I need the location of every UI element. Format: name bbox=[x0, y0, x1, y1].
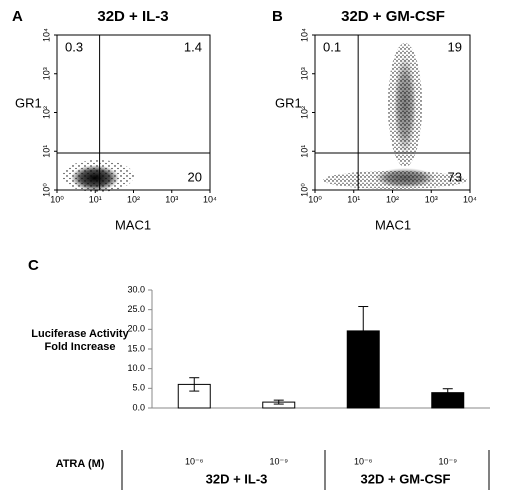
y-tick-label: 25.0 bbox=[127, 304, 145, 314]
x-tick-label: 10³ bbox=[165, 194, 178, 204]
category-label: 10⁻⁹ bbox=[269, 456, 288, 466]
group-label: 32D + GM-CSF bbox=[361, 471, 451, 486]
panel-letter: B bbox=[272, 8, 283, 25]
category-label: 10⁻⁶ bbox=[185, 456, 204, 466]
x-tick-label: 10⁴ bbox=[203, 194, 217, 204]
quadrant-label: 20 bbox=[188, 169, 202, 184]
x-tick-label: 10⁰ bbox=[308, 194, 322, 204]
y-tick-label: 10² bbox=[41, 106, 51, 119]
category-label: 10⁻⁶ bbox=[354, 456, 373, 466]
cloud-b bbox=[323, 43, 467, 189]
y-tick-label: 0.0 bbox=[132, 402, 145, 412]
chart-title: 32D + IL-3 bbox=[97, 8, 168, 25]
x-tick-label: 10⁰ bbox=[50, 194, 64, 204]
panel-letter: A bbox=[12, 8, 23, 25]
y-tick-label: 10⁰ bbox=[299, 183, 309, 197]
quadrant-label: 19 bbox=[448, 39, 462, 54]
quadrant-label: 73 bbox=[448, 169, 462, 184]
x-tick-label: 10³ bbox=[425, 194, 438, 204]
y-tick-label: 10⁰ bbox=[41, 183, 51, 197]
cloud-a bbox=[62, 160, 134, 192]
x-axis-label: MAC1 bbox=[115, 217, 151, 232]
y-axis-label: GR1 bbox=[275, 95, 302, 110]
y-tick-label: 10² bbox=[299, 106, 309, 119]
quadrant-label: 1.4 bbox=[184, 39, 202, 54]
quadrant-label: 0.3 bbox=[65, 39, 83, 54]
y-axis-label: Luciferase Activity bbox=[31, 328, 129, 340]
y-tick-label: 20.0 bbox=[127, 324, 145, 334]
y-tick-label: 10⁴ bbox=[41, 28, 51, 42]
y-tick-label: 10⁴ bbox=[299, 28, 309, 42]
x-tick-label: 10⁴ bbox=[463, 194, 477, 204]
chart-title: 32D + GM-CSF bbox=[341, 8, 445, 25]
y-axis-label: GR1 bbox=[15, 95, 42, 110]
x-axis-label: ATRA (M) bbox=[56, 458, 105, 470]
group-label: 32D + IL-3 bbox=[206, 471, 268, 486]
y-tick-label: 5.0 bbox=[132, 383, 145, 393]
category-label: 10⁻⁹ bbox=[438, 456, 457, 466]
x-axis-label: MAC1 bbox=[375, 217, 411, 232]
x-tick-label: 10² bbox=[127, 194, 140, 204]
y-tick-label: 30.0 bbox=[127, 284, 145, 294]
x-tick-label: 10¹ bbox=[347, 194, 360, 204]
x-tick-label: 10² bbox=[386, 194, 399, 204]
y-tick-label: 10¹ bbox=[41, 145, 51, 158]
quadrant-label: 0.1 bbox=[323, 39, 341, 54]
panel-letter: C bbox=[28, 257, 39, 274]
y-tick-label: 15.0 bbox=[127, 343, 145, 353]
y-tick-label: 10.0 bbox=[127, 363, 145, 373]
y-tick-label: 10¹ bbox=[299, 145, 309, 158]
x-tick-label: 10¹ bbox=[89, 194, 102, 204]
y-axis-label: Fold Increase bbox=[45, 341, 116, 353]
y-tick-label: 10³ bbox=[41, 67, 51, 80]
y-tick-label: 10³ bbox=[299, 67, 309, 80]
